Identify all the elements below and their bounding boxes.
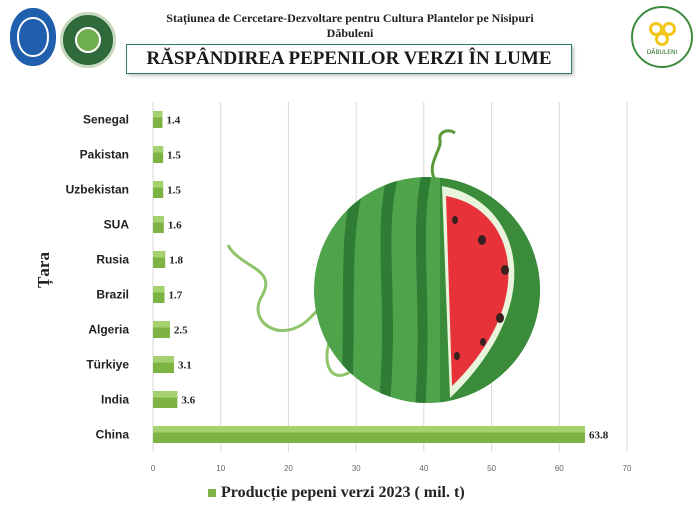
institution-header: Stațiunea de Cercetare-Dezvoltare pentru… — [130, 11, 570, 41]
x-tick-label: 30 — [352, 464, 361, 473]
vine-tendril-lower — [325, 339, 351, 377]
bars — [153, 111, 586, 443]
data-label: 3.1 — [178, 360, 192, 372]
bar-highlight — [153, 181, 164, 188]
data-label: 2.5 — [174, 325, 188, 337]
watermelon-stem — [430, 129, 456, 181]
logo-caption: DĂBULENI — [646, 49, 678, 56]
category-label: SUA — [104, 218, 130, 232]
institution-location: Dăbuleni — [326, 26, 374, 40]
category-label: Türkiye — [86, 358, 129, 372]
bar-highlight — [153, 356, 174, 363]
y-axis-label: Țara — [34, 252, 53, 288]
bar-highlight — [153, 286, 165, 293]
x-tick-label: 10 — [216, 464, 225, 473]
category-label: Uzbekistan — [66, 183, 129, 197]
category-label: Pakistan — [80, 148, 129, 162]
bar-highlight — [153, 321, 170, 328]
watermelon-illustration — [226, 129, 540, 403]
bar — [153, 286, 165, 303]
data-label: 1.7 — [169, 290, 183, 302]
bar-highlight — [153, 111, 163, 118]
legend-swatch — [208, 489, 216, 497]
category-label: Algeria — [88, 323, 129, 337]
institution-name: Stațiunea de Cercetare-Dezvoltare pentru… — [166, 11, 534, 25]
bar-highlight — [153, 216, 164, 223]
x-tick-label: 0 — [151, 464, 156, 473]
labels: 0 10 20 30 40 50 60 70 Senegal 1.4 Pakistan 1.5 Uzbe… — [66, 113, 632, 474]
x-tick-label: 70 — [623, 464, 632, 473]
category-label: China — [96, 428, 130, 442]
bar-highlight — [153, 391, 178, 398]
legend-label: Producție pepeni verzi 2023 ( mil. t) — [221, 484, 465, 501]
watermelon-flesh — [446, 196, 509, 386]
bar-highlight — [153, 146, 164, 153]
bar — [153, 111, 163, 128]
research-station-logo: DĂBULENI — [631, 6, 693, 68]
x-tick-label: 40 — [419, 464, 428, 473]
category-label: Rusia — [96, 253, 129, 267]
category-label: Brazil — [96, 288, 129, 302]
category-label: India — [101, 393, 129, 407]
academy-logo — [60, 12, 116, 68]
bar — [153, 146, 164, 163]
x-tick-label: 50 — [487, 464, 496, 473]
bar — [153, 181, 164, 198]
data-label: 63.8 — [589, 430, 609, 442]
bar — [153, 216, 164, 233]
x-tick-label: 20 — [284, 464, 293, 473]
bar-highlight — [153, 426, 586, 433]
data-label: 3.6 — [181, 395, 195, 407]
category-label: Senegal — [83, 113, 129, 127]
data-label: 1.8 — [169, 255, 183, 267]
chart-title: RĂSPÂNDIREA PEPENILOR VERZI ÎN LUME — [146, 48, 552, 69]
x-tick-label: 60 — [555, 464, 564, 473]
data-label: 1.6 — [168, 220, 182, 232]
data-label: 1.5 — [167, 150, 181, 162]
chart-title-box: RĂSPÂNDIREA PEPENILOR VERZI ÎN LUME — [126, 44, 572, 74]
institute-logo-left — [10, 8, 56, 66]
bar-highlight — [153, 251, 166, 258]
data-label: 1.5 — [167, 185, 181, 197]
data-label: 1.4 — [166, 115, 180, 127]
legend: Producție pepeni verzi 2023 ( mil. t) — [208, 484, 465, 502]
